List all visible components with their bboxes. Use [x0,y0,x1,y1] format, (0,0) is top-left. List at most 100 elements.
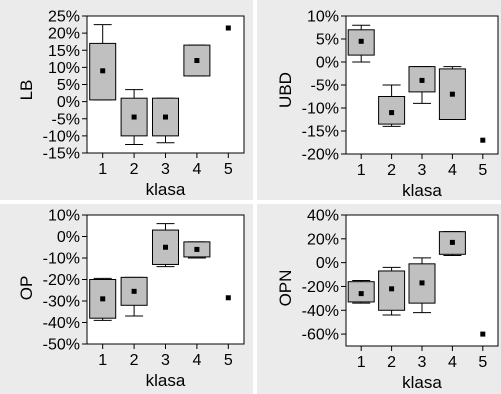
x-tick-label: 1 [98,352,107,369]
box-4 [183,44,211,77]
x-tick-label: 3 [418,162,427,179]
y-axis-label: OP [17,276,36,301]
box-4 [183,241,211,259]
chart-panel-ubd: -20% -15% -10% -5% 0% 5% 10% 1 2 3 4 5 klasa UBD [257,0,501,200]
box-1 [89,24,117,101]
x-tick-label: 5 [478,162,487,179]
box-1 [347,280,375,304]
x-tick-label: 1 [357,162,366,179]
x-tick-label: 4 [192,352,201,369]
y-tick-label: 10% [48,208,80,225]
mean-marker [194,246,200,252]
box-2 [378,84,406,127]
box-2 [120,276,148,317]
mean-marker [131,288,137,294]
box-3 [408,257,436,314]
y-tick-label: 20% [307,231,339,248]
box-3 [408,66,436,104]
chart-panel-lb: -15%-10%-5%0%5%10%15%20%25% 1 2 3 4 5 klasa LB [0,0,253,200]
mean-marker [225,25,231,31]
mean-marker [480,137,486,143]
box-2 [378,266,406,316]
mean-marker [389,110,395,116]
y-tick-label: -40% [302,303,339,320]
chart-panel-op: -50% -40% -30% -20% -10% 0% 10% 1 2 3 4 5 klasa OP [0,204,253,394]
x-axis-label: klasa [146,180,186,199]
mean-marker [389,286,395,292]
y-tick-label: -20% [302,279,339,296]
y-tick-label: 5% [57,77,80,94]
mean-marker [480,331,486,337]
mean-marker [163,114,168,120]
y-tick-label: -10% [43,251,80,268]
box-rect [438,68,466,120]
y-tick-label: -5% [52,111,80,128]
mean-marker [163,244,168,250]
y-tick-label: -10% [302,101,339,118]
box-3 [152,223,179,268]
mean-marker [100,68,106,74]
y-tick-label: -10% [43,128,80,145]
x-tick-label: 3 [161,352,170,369]
box-5 [480,137,486,143]
x-tick-label: 3 [418,354,427,371]
y-tick-label: 25% [48,9,80,26]
y-tick-label: 40% [307,208,339,225]
mean-marker [358,291,364,297]
mean-marker [449,91,455,97]
mean-marker [419,77,425,83]
y-tick-label: 20% [48,26,80,43]
y-tick-label: 0% [316,55,339,72]
x-tick-label: 1 [357,354,366,371]
mean-marker [100,296,106,302]
y-axis-label: OPN [276,270,295,307]
box-4 [438,66,466,120]
mean-marker [358,38,364,44]
mean-marker [449,239,455,245]
x-tick-label: 4 [448,162,457,179]
y-tick-label: -15% [302,124,339,141]
x-axis-label: klasa [402,373,442,392]
x-tick-label: 4 [192,161,201,178]
y-tick-label: -20% [302,147,339,164]
x-tick-label: 1 [98,161,107,178]
y-tick-label: 0% [57,229,80,246]
box-3 [152,97,179,144]
y-tick-label: -60% [302,327,339,344]
x-tick-label: 5 [224,352,233,369]
box-1 [347,24,375,63]
y-tick-label: -30% [43,294,80,311]
y-tick-label: 0% [57,94,80,111]
chart-panel-opn: -60% -40% -20% 0% 20% 40% 1 2 3 4 5 klasa OPN [257,204,501,394]
box-5 [225,25,231,31]
x-tick-label: 2 [130,161,139,178]
box-4 [438,231,466,256]
x-axis-label: klasa [402,181,442,200]
x-tick-label: 4 [448,354,457,371]
box-5 [480,331,486,337]
y-tick-label: -50% [43,337,80,354]
box-rect [347,29,375,56]
y-tick-label: -5% [311,78,339,95]
y-tick-label: 10% [48,60,80,77]
y-tick-label: -40% [43,315,80,332]
mean-marker [131,114,137,120]
box-1 [89,277,117,321]
y-tick-label: 10% [307,9,339,26]
x-tick-label: 5 [478,354,487,371]
y-tick-label: 5% [316,32,339,49]
x-tick-label: 2 [387,354,396,371]
x-tick-label: 5 [224,161,233,178]
y-axis-label: LB [17,80,36,101]
y-tick-label: 0% [316,255,339,272]
x-tick-label: 3 [161,161,170,178]
y-axis-label: UBD [276,72,295,108]
mean-marker [419,280,425,286]
mean-marker [225,295,231,301]
box-2 [120,89,148,145]
x-tick-label: 2 [130,352,139,369]
x-tick-label: 2 [387,162,396,179]
box-5 [225,295,231,301]
y-tick-label: -20% [43,272,80,289]
